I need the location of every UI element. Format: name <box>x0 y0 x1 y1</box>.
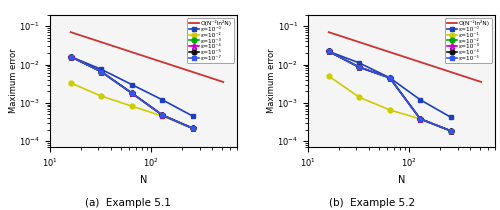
Legend: O(N⁻²ln²N), ε=10⁻⁰, ε=10⁻¹, ε=10⁻², ε=10⁻³, ε=10⁻⁴, ε=10⁻⁵: O(N⁻²ln²N), ε=10⁻⁰, ε=10⁻¹, ε=10⁻², ε=10… <box>444 18 492 63</box>
ε=10⁻⁰ <box>98 68 104 71</box>
Line: ε=10⁻⁷: ε=10⁻⁷ <box>68 54 195 131</box>
ε=10⁻² <box>159 115 165 117</box>
ε=10⁻³ <box>68 55 73 58</box>
Line: ε=10⁻³: ε=10⁻³ <box>68 54 195 131</box>
ε=10⁻⁴ <box>326 50 332 53</box>
ε=10⁻⁵ <box>417 118 423 120</box>
Line: ε=10⁻⁴: ε=10⁻⁴ <box>326 49 453 133</box>
Line: ε=10⁻⁵: ε=10⁻⁵ <box>326 49 453 133</box>
ε=10⁻⁷ <box>190 127 196 130</box>
ε=10⁻⁵ <box>386 76 392 79</box>
ε=10⁻⁰ <box>386 76 392 79</box>
ε=10⁻⁴ <box>356 66 362 68</box>
ε=10⁻⁴ <box>386 76 392 79</box>
ε=10⁻¹ <box>417 118 423 120</box>
ε=10⁻⁰ <box>190 115 196 117</box>
ε=10⁻³ <box>356 66 362 68</box>
ε=10⁻² <box>98 95 104 97</box>
ε=10⁻³ <box>159 114 165 116</box>
ε=10⁻⁴ <box>68 55 73 58</box>
O(N⁻²ln²N) <box>478 81 484 83</box>
Text: (a)  Example 5.1: (a) Example 5.1 <box>84 198 170 208</box>
X-axis label: N: N <box>140 175 147 185</box>
ε=10⁻⁷ <box>98 70 104 73</box>
Line: ε=10⁻⁴: ε=10⁻⁴ <box>68 54 196 131</box>
ε=10⁻⁷ <box>128 92 134 94</box>
ε=10⁻³ <box>128 92 134 94</box>
ε=10⁻³ <box>448 130 454 132</box>
ε=10⁻⁴ <box>98 70 104 73</box>
Y-axis label: Maximum error: Maximum error <box>9 49 18 113</box>
ε=10⁻⁰ <box>128 83 134 86</box>
ε=10⁻⁷ <box>68 55 73 58</box>
ε=10⁻² <box>128 105 134 107</box>
ε=10⁻⁴ <box>448 130 454 132</box>
ε=10⁻² <box>190 127 196 130</box>
Line: ε=10⁻²: ε=10⁻² <box>326 49 453 133</box>
O(N⁻²ln²N) <box>326 31 332 33</box>
ε=10⁻³ <box>386 76 392 79</box>
ε=10⁻⁴ <box>417 118 423 120</box>
ε=10⁻³ <box>98 70 104 73</box>
Line: ε=10⁻⁰: ε=10⁻⁰ <box>326 49 453 120</box>
ε=10⁻⁵ <box>159 114 165 116</box>
ε=10⁻² <box>386 76 392 79</box>
ε=10⁻¹ <box>356 96 362 98</box>
ε=10⁻⁰ <box>68 55 73 58</box>
ε=10⁻³ <box>417 118 423 120</box>
X-axis label: N: N <box>398 175 405 185</box>
ε=10⁻⁰ <box>448 116 454 118</box>
ε=10⁻⁵ <box>356 66 362 68</box>
O(N⁻²ln²N) <box>68 31 73 33</box>
Line: ε=10⁻²: ε=10⁻² <box>68 80 195 131</box>
ε=10⁻⁵ <box>448 130 454 132</box>
ε=10⁻⁰ <box>159 98 165 101</box>
ε=10⁻¹ <box>448 130 454 132</box>
ε=10⁻⁵ <box>68 55 73 58</box>
Y-axis label: Maximum error: Maximum error <box>267 49 276 113</box>
ε=10⁻⁵ <box>98 70 104 73</box>
ε=10⁻¹ <box>326 75 332 77</box>
ε=10⁻⁷ <box>159 114 165 116</box>
ε=10⁻⁵ <box>190 127 196 130</box>
ε=10⁻⁵ <box>326 50 332 53</box>
Line: O(N⁻²ln²N): O(N⁻²ln²N) <box>70 32 223 82</box>
Line: ε=10⁻¹: ε=10⁻¹ <box>326 74 453 133</box>
Line: ε=10⁻⁰: ε=10⁻⁰ <box>68 54 195 118</box>
O(N⁻²ln²N) <box>220 81 226 83</box>
ε=10⁻⁴ <box>159 114 165 116</box>
ε=10⁻¹ <box>386 109 392 111</box>
ε=10⁻⁰ <box>356 62 362 64</box>
Legend: O(N⁻²ln²N), ε=10⁻⁰, ε=10⁻², ε=10⁻³, ε=10⁻⁴, ε=10⁻⁵, ε=10⁻⁷: O(N⁻²ln²N), ε=10⁻⁰, ε=10⁻², ε=10⁻³, ε=10… <box>186 18 234 63</box>
Line: O(N⁻²ln²N): O(N⁻²ln²N) <box>328 32 481 82</box>
ε=10⁻⁴ <box>128 92 134 94</box>
ε=10⁻³ <box>326 50 332 53</box>
ε=10⁻² <box>356 66 362 68</box>
ε=10⁻⁴ <box>190 127 196 130</box>
Line: ε=10⁻⁵: ε=10⁻⁵ <box>68 54 195 131</box>
ε=10⁻² <box>326 50 332 53</box>
ε=10⁻⁵ <box>128 92 134 94</box>
Line: ε=10⁻³: ε=10⁻³ <box>326 48 454 134</box>
Text: (b)  Example 5.2: (b) Example 5.2 <box>330 198 416 208</box>
ε=10⁻⁰ <box>417 98 423 101</box>
ε=10⁻² <box>417 118 423 120</box>
ε=10⁻² <box>448 130 454 132</box>
ε=10⁻³ <box>190 127 196 130</box>
ε=10⁻⁰ <box>326 50 332 53</box>
ε=10⁻² <box>68 82 73 84</box>
